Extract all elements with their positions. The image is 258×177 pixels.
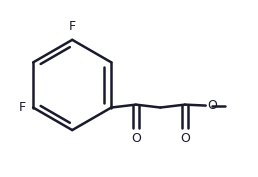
Text: O: O: [207, 99, 217, 112]
Text: O: O: [131, 132, 141, 145]
Text: O: O: [180, 132, 190, 145]
Text: F: F: [69, 20, 76, 33]
Text: F: F: [18, 101, 25, 114]
